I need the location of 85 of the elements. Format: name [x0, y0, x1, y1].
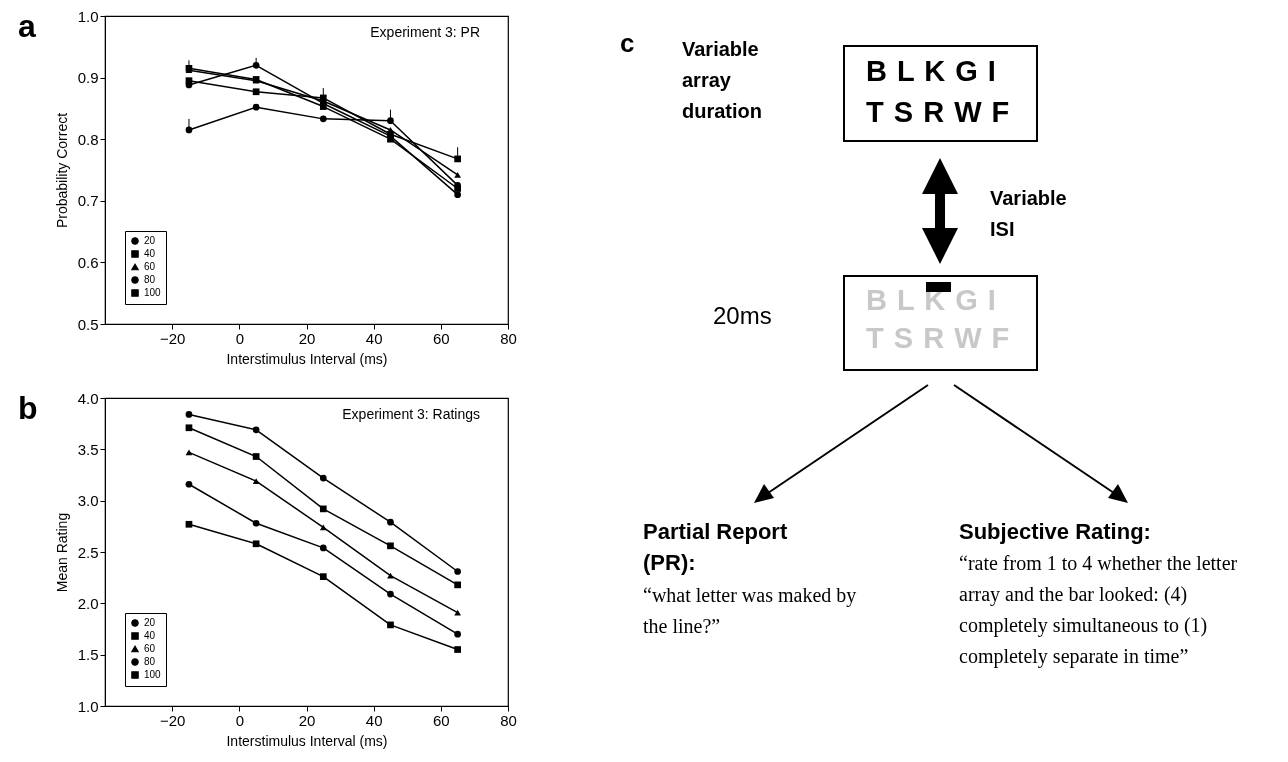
point — [454, 191, 461, 198]
x-tick-label: 40 — [365, 329, 383, 347]
point — [185, 480, 193, 488]
point — [387, 621, 394, 629]
x-tick-label: −20 — [159, 329, 186, 347]
y-axis-title: Mean Rating — [53, 512, 70, 593]
text: Partial Report (PR): — [643, 518, 789, 577]
legend-label: 80 — [144, 656, 156, 667]
text: “rate from 1 to 4 whether the letter array and the bar looked: (4) completely simultaneous to (1) completely separate in time” — [959, 551, 1239, 670]
point — [252, 426, 260, 434]
x-tick-label: −20 — [159, 711, 186, 729]
y-tick-label: 1.0 — [77, 697, 99, 715]
point — [252, 478, 260, 485]
x-tick-label: 80 — [500, 711, 517, 729]
x-axis-title: Interstimulus Interval (ms) — [226, 732, 388, 749]
x-tick-label: 20 — [298, 711, 316, 729]
point — [252, 519, 260, 527]
text: Experiment 3: PR — [370, 24, 480, 40]
point — [185, 520, 193, 528]
text: “what letter was maked by the line?” — [643, 583, 858, 639]
point — [185, 449, 193, 456]
legend-label: 100 — [144, 287, 162, 298]
x-axis-title: Interstimulus Interval (ms) — [226, 350, 388, 367]
y-tick-label: 2.0 — [77, 594, 99, 612]
y-tick-label: 0.7 — [77, 192, 99, 210]
y-tick-label: 0.6 — [77, 253, 99, 271]
y-tick-label: 0.5 — [77, 315, 99, 333]
text: b — [18, 390, 38, 427]
point — [185, 424, 193, 432]
y-tick-label: 1.5 — [77, 646, 99, 664]
text: Experiment 3: Ratings — [342, 406, 480, 422]
x-tick-label: 0 — [235, 329, 245, 347]
y-tick-label: 4.0 — [77, 389, 99, 407]
x-tick-label: 60 — [432, 711, 450, 729]
text: Variable array duration — [682, 37, 763, 124]
point — [319, 474, 327, 482]
x-tick-label: 20 — [298, 329, 316, 347]
text: Variable ISI — [990, 186, 1068, 242]
legend-label: 40 — [144, 248, 156, 259]
point — [454, 172, 461, 178]
y-tick-label: 0.9 — [77, 69, 99, 87]
legend-label: 20 — [144, 617, 156, 628]
legend-label: 20 — [144, 235, 156, 246]
point — [252, 540, 260, 548]
text: B L K G I — [866, 55, 997, 88]
text: 20ms — [713, 302, 772, 330]
point — [185, 411, 193, 418]
point — [252, 61, 260, 69]
point — [454, 568, 461, 575]
text: a — [18, 8, 36, 45]
point — [185, 126, 193, 134]
legend-label: 60 — [144, 643, 156, 654]
point — [387, 590, 394, 598]
point — [454, 646, 461, 653]
text: Subjective Rating: — [959, 518, 1152, 546]
point — [454, 581, 461, 589]
point — [387, 518, 394, 526]
point — [387, 542, 394, 550]
point — [319, 505, 327, 513]
legend-label: 80 — [144, 274, 156, 285]
point — [454, 155, 461, 163]
point — [454, 630, 461, 638]
y-tick-label: 3.0 — [77, 492, 99, 510]
legend-label: 40 — [144, 630, 156, 641]
x-tick-label: 0 — [235, 711, 245, 729]
point — [319, 544, 327, 552]
point — [319, 115, 327, 123]
point — [387, 117, 394, 125]
point — [252, 88, 260, 96]
text: T S R W F — [866, 96, 1011, 129]
point — [319, 573, 327, 580]
x-tick-label: 80 — [500, 329, 517, 347]
y-tick-label: 1.0 — [77, 7, 99, 25]
text: c — [620, 28, 635, 59]
point — [252, 103, 260, 111]
y-tick-label: 0.8 — [77, 130, 99, 148]
y-axis-title: Probability Correct — [53, 112, 70, 229]
legend-label: 60 — [144, 261, 156, 272]
legend-label: 100 — [144, 669, 162, 680]
point — [387, 572, 394, 579]
y-tick-label: 3.5 — [77, 440, 99, 458]
point — [252, 453, 260, 460]
x-tick-label: 60 — [432, 329, 450, 347]
y-tick-label: 2.5 — [77, 543, 99, 561]
x-tick-label: 40 — [365, 711, 383, 729]
